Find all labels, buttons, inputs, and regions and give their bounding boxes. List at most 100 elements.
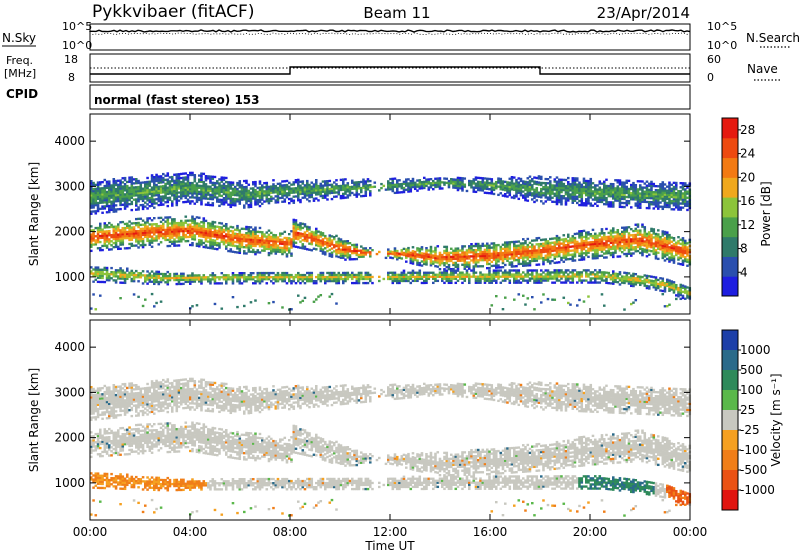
power-cell <box>468 275 471 278</box>
power-cell <box>481 275 485 278</box>
power-cell <box>299 273 302 277</box>
power-cell <box>605 203 608 206</box>
power-cell <box>555 186 559 189</box>
power-cell <box>405 279 408 283</box>
power-cell <box>292 275 296 279</box>
power-cell <box>168 230 172 233</box>
power-cell <box>90 184 93 187</box>
power-cell <box>209 203 212 207</box>
power-cell <box>166 180 170 183</box>
power-cell <box>99 226 102 229</box>
power-cell <box>258 190 262 193</box>
power-cell <box>240 196 244 199</box>
power-cell <box>96 276 100 279</box>
power-cell <box>479 279 482 282</box>
power-cell <box>456 273 460 276</box>
power-cell <box>164 178 167 182</box>
power-cell <box>432 254 435 257</box>
power-cell <box>342 271 345 275</box>
power-cell <box>479 259 482 262</box>
power-cell <box>594 269 597 272</box>
power-cell <box>290 187 293 190</box>
power-cell <box>195 242 199 246</box>
power-cell <box>281 250 284 254</box>
power-cell <box>245 244 248 247</box>
power-cell <box>576 250 579 254</box>
power-cell <box>337 243 341 246</box>
power-cell <box>576 189 579 192</box>
power-cell <box>465 265 469 268</box>
power-cell <box>585 204 588 207</box>
power-cell <box>333 195 336 198</box>
power-cell <box>247 240 251 243</box>
power-cell <box>456 188 460 192</box>
power-cell <box>465 271 469 274</box>
power-cell <box>540 257 543 260</box>
power-cell <box>528 255 532 259</box>
power-cell <box>90 266 93 269</box>
power-cell <box>598 240 602 243</box>
power-cell <box>141 237 145 241</box>
power-cell <box>558 196 561 200</box>
power-cell <box>364 247 368 250</box>
power-cell <box>326 186 329 189</box>
power-cell <box>141 187 145 190</box>
power-cell <box>177 244 181 247</box>
power-cell <box>209 280 212 283</box>
power-cell <box>555 180 559 183</box>
power-cell <box>573 245 577 248</box>
power-cell <box>229 199 233 202</box>
power-cell <box>301 299 305 303</box>
power-cell <box>144 193 147 196</box>
power-cell <box>344 279 347 283</box>
power-cell <box>155 227 158 230</box>
power-cell <box>499 183 503 187</box>
power-cell <box>564 193 568 196</box>
power-cell <box>137 185 140 189</box>
power-cell <box>166 279 170 282</box>
power-cell <box>553 178 557 181</box>
power-cell <box>425 249 428 252</box>
power-cell <box>103 280 107 284</box>
power-cell <box>580 195 584 199</box>
power-cell <box>157 237 161 240</box>
power-cell <box>519 192 523 195</box>
power-cell <box>600 250 604 253</box>
power-cell <box>582 189 586 193</box>
power-cell <box>258 278 262 281</box>
power-cell <box>425 277 428 281</box>
power-cell <box>474 190 478 194</box>
power-cell <box>261 186 264 189</box>
power-cell <box>99 230 102 234</box>
power-cell <box>585 245 588 249</box>
power-cell <box>483 256 487 260</box>
power-cell <box>510 261 514 264</box>
power-cell <box>283 244 287 248</box>
power-cell <box>171 177 174 181</box>
power-cell <box>247 238 251 241</box>
power-cell <box>459 253 462 256</box>
power-cell <box>423 180 426 184</box>
power-cell <box>281 306 284 309</box>
power-cell <box>238 249 242 253</box>
power-cell <box>148 243 152 246</box>
power-cell <box>130 176 134 179</box>
power-cell <box>414 256 417 260</box>
power-cell <box>319 239 323 242</box>
power-cell <box>180 183 183 186</box>
power-cell <box>605 242 608 245</box>
power-cell <box>571 181 575 184</box>
power-cell <box>252 187 255 190</box>
power-cell <box>150 274 154 277</box>
power-cell <box>193 190 197 193</box>
power-cell <box>195 224 199 227</box>
power-cell <box>585 275 588 278</box>
power-cell <box>258 204 262 208</box>
power-cell <box>218 188 221 191</box>
power-cell <box>495 260 498 263</box>
power-cell <box>180 191 183 194</box>
power-cell <box>441 258 444 261</box>
power-cell <box>342 240 345 243</box>
power-cell <box>330 243 334 246</box>
power-cell <box>344 244 347 247</box>
